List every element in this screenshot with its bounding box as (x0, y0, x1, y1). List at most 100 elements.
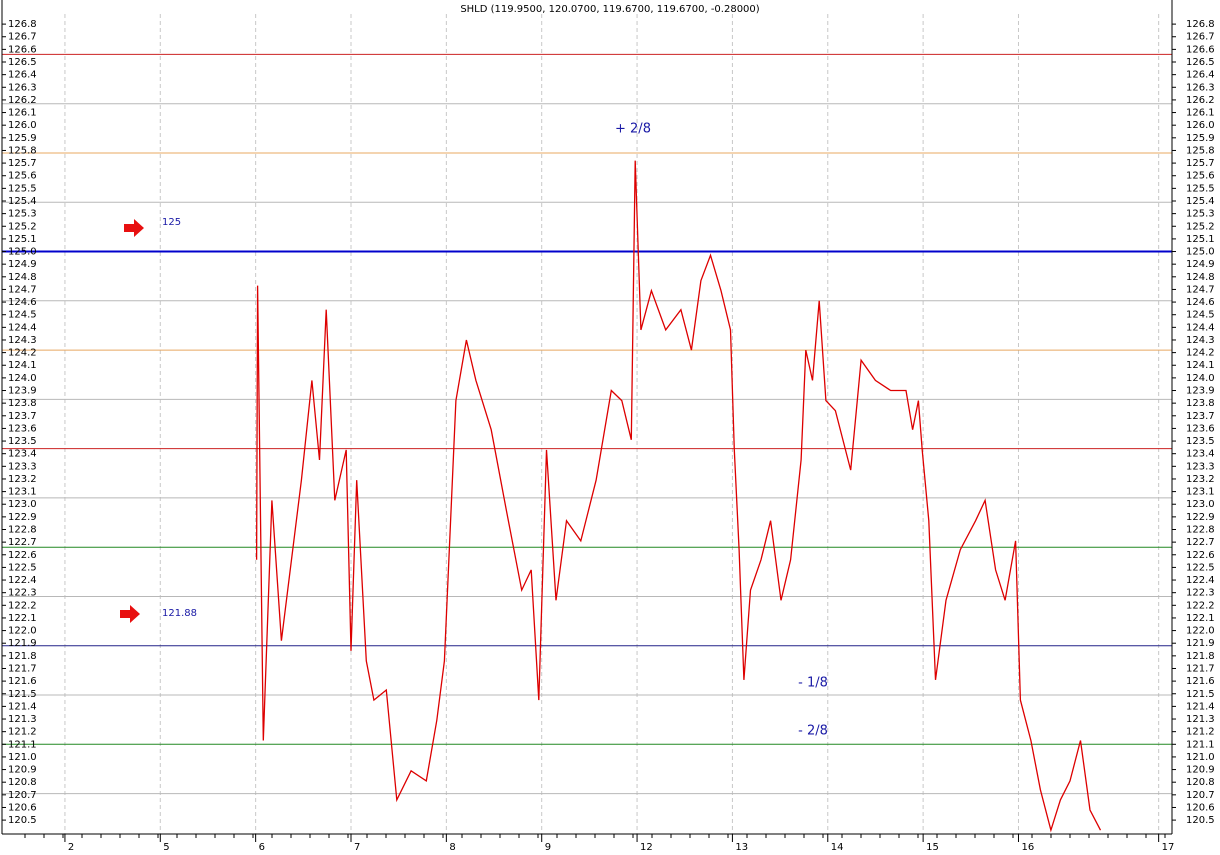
y-tick-label: 121.7 (8, 663, 37, 674)
y-tick-label: 122.0 (1186, 626, 1215, 637)
y-tick-label: 124.8 (8, 272, 37, 283)
y-tick-label: 122.4 (8, 575, 37, 586)
y-tick-label: 122.1 (1186, 613, 1215, 624)
y-tick-label: 123.9 (8, 386, 37, 397)
y-tick-label: 126.6 (8, 44, 37, 55)
y-tick-label: 120.8 (8, 777, 37, 788)
y-tick-label: 125.7 (1186, 158, 1215, 169)
y-tick-label: 125.8 (8, 145, 37, 156)
y-tick-label: 124.2 (1186, 348, 1215, 359)
y-tick-label: 125.6 (8, 171, 37, 182)
y-tick-label: 122.5 (1186, 562, 1215, 573)
annotation: 121.88 (162, 608, 197, 619)
y-tick-label: 121.6 (8, 676, 37, 687)
y-tick-label: 123.0 (8, 499, 37, 510)
y-tick-label: 124.4 (8, 322, 37, 333)
y-tick-label: 125.1 (8, 234, 37, 245)
y-tick-label: 125.2 (1186, 221, 1215, 232)
y-tick-label: 126.1 (1186, 108, 1215, 119)
y-tick-label: 121.5 (1186, 689, 1215, 700)
annotation: 125 (162, 217, 181, 228)
y-tick-label: 122.2 (1186, 600, 1215, 611)
y-tick-label: 122.8 (8, 525, 37, 536)
y-tick-label: 121.2 (8, 727, 37, 738)
x-tick-label: 17 (1162, 842, 1175, 853)
y-tick-label: 123.8 (8, 398, 37, 409)
y-tick-label: 122.9 (8, 512, 37, 523)
y-tick-label: 125.3 (8, 209, 37, 220)
y-tick-label: 121.3 (8, 714, 37, 725)
y-tick-label: 125.7 (8, 158, 37, 169)
y-tick-label: 125.0 (8, 247, 37, 258)
y-tick-label: 121.1 (8, 739, 37, 750)
y-tick-label: 124.3 (8, 335, 37, 346)
y-tick-label: 120.8 (1186, 777, 1215, 788)
y-tick-label: 122.2 (8, 600, 37, 611)
y-tick-label: 126.6 (1186, 44, 1215, 55)
level-lines (2, 14, 1172, 834)
y-tick-label: 124.9 (8, 259, 37, 270)
y-tick-label: 121.0 (8, 752, 37, 763)
y-tick-label: 123.3 (1186, 461, 1215, 472)
y-tick-label: 125.2 (8, 221, 37, 232)
y-tick-label: 126.4 (8, 70, 37, 81)
y-tick-label: 124.7 (1186, 284, 1215, 295)
y-tick-label: 126.1 (8, 108, 37, 119)
y-tick-label: 122.3 (1186, 588, 1215, 599)
annotation: - 2/8 (798, 724, 828, 739)
x-tick-label: 2 (68, 842, 74, 853)
y-tick-label: 121.9 (1186, 638, 1215, 649)
y-tick-label: 125.3 (1186, 209, 1215, 220)
y-tick-label: 125.6 (1186, 171, 1215, 182)
y-tick-label: 123.6 (8, 423, 37, 434)
x-tick-label: 7 (354, 842, 360, 853)
y-tick-label: 120.7 (1186, 790, 1215, 801)
y-tick-label: 123.7 (1186, 411, 1215, 422)
y-tick-label: 124.3 (1186, 335, 1215, 346)
y-tick-label: 120.9 (1186, 765, 1215, 776)
y-tick-label: 120.6 (8, 802, 37, 813)
y-tick-label: 121.0 (1186, 752, 1215, 763)
y-tick-label: 123.4 (1186, 449, 1215, 460)
x-tick-label: 6 (259, 842, 265, 853)
y-tick-label: 126.0 (1186, 120, 1215, 131)
y-tick-label: 123.1 (1186, 487, 1215, 498)
y-tick-label: 124.0 (8, 373, 37, 384)
y-tick-label: 124.9 (1186, 259, 1215, 270)
y-tick-label: 125.0 (1186, 247, 1215, 258)
arrow-icon (120, 605, 140, 623)
y-tick-label: 126.8 (8, 19, 37, 30)
y-tick-label: 122.1 (8, 613, 37, 624)
y-tick-label: 121.3 (1186, 714, 1215, 725)
y-tick-label: 123.2 (1186, 474, 1215, 485)
x-tick-label: 14 (831, 842, 844, 853)
y-tick-label: 126.8 (1186, 19, 1215, 30)
x-tick-label: 16 (1021, 842, 1034, 853)
y-tick-label: 121.1 (1186, 739, 1215, 750)
y-tick-label: 126.5 (1186, 57, 1215, 68)
y-tick-label: 126.7 (1186, 32, 1215, 43)
y-tick-label: 124.1 (1186, 360, 1215, 371)
y-tick-label: 124.8 (1186, 272, 1215, 283)
y-tick-label: 123.4 (8, 449, 37, 460)
y-tick-label: 126.4 (1186, 70, 1215, 81)
x-tick-label: 8 (449, 842, 455, 853)
x-tick-label: 15 (926, 842, 939, 853)
y-tick-label: 121.6 (1186, 676, 1215, 687)
y-tick-label: 124.6 (1186, 297, 1215, 308)
x-tick-label: 12 (640, 842, 653, 853)
y-tick-label: 120.5 (1186, 815, 1215, 826)
y-tick-label: 124.6 (8, 297, 37, 308)
y-tick-label: 120.6 (1186, 802, 1215, 813)
y-tick-label: 123.6 (1186, 423, 1215, 434)
y-tick-label: 123.0 (1186, 499, 1215, 510)
y-tick-label: 125.5 (1186, 183, 1215, 194)
y-tick-label: 124.1 (8, 360, 37, 371)
y-tick-label: 123.8 (1186, 398, 1215, 409)
y-tick-label: 121.7 (1186, 663, 1215, 674)
y-tick-label: 122.7 (8, 537, 37, 548)
annotation: + 2/8 (615, 122, 651, 137)
y-tick-label: 122.4 (1186, 575, 1215, 586)
arrow-icon (124, 219, 144, 237)
